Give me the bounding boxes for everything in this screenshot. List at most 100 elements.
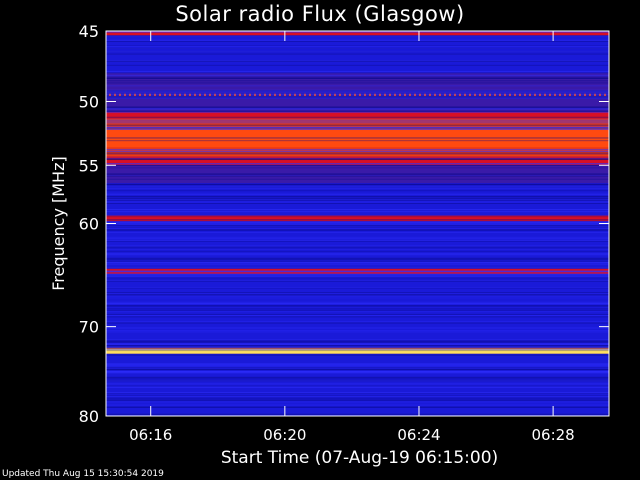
texture-line xyxy=(106,248,609,250)
texture-line xyxy=(106,302,609,304)
texture-line xyxy=(106,64,609,66)
band-dot xyxy=(189,93,191,96)
texture-line xyxy=(106,270,609,272)
texture-line xyxy=(106,227,609,229)
band-dot xyxy=(354,93,356,96)
texture-line xyxy=(106,45,609,47)
texture-line xyxy=(106,77,609,79)
band-blue xyxy=(106,35,609,73)
band-dot xyxy=(399,93,401,96)
texture-line xyxy=(106,274,609,276)
band-dot xyxy=(339,93,341,96)
band-dot xyxy=(474,93,476,96)
band-dot xyxy=(134,93,136,96)
texture-line xyxy=(106,174,609,176)
texture-line xyxy=(106,140,609,142)
texture-line xyxy=(106,309,609,311)
band-red xyxy=(106,112,609,119)
texture-line xyxy=(106,60,609,62)
band-dot xyxy=(424,93,426,96)
texture-line xyxy=(106,364,609,366)
texture-line xyxy=(106,380,609,382)
band-blue xyxy=(106,353,609,416)
texture-line xyxy=(106,162,609,164)
texture-line xyxy=(106,175,609,177)
band-blue xyxy=(106,221,609,269)
texture-line xyxy=(106,90,609,92)
band-dot xyxy=(124,93,126,96)
texture-line xyxy=(106,340,609,342)
texture-line xyxy=(106,127,609,129)
texture-line xyxy=(106,187,609,189)
band-dot xyxy=(389,93,391,96)
texture-line xyxy=(106,76,609,78)
band-dot xyxy=(414,93,416,96)
texture-line xyxy=(106,148,609,150)
band-dot xyxy=(394,93,396,96)
texture-line xyxy=(106,39,609,41)
texture-line xyxy=(106,250,609,252)
texture-line xyxy=(106,106,609,108)
band-dot xyxy=(594,93,596,96)
texture-line xyxy=(106,231,609,233)
band-dot xyxy=(469,93,471,96)
texture-line xyxy=(106,164,609,166)
band-dot xyxy=(264,93,266,96)
y-tick-label: 80 xyxy=(79,407,99,426)
texture-line xyxy=(106,345,609,347)
texture-line xyxy=(106,303,609,305)
texture-line xyxy=(106,273,609,275)
texture-line xyxy=(106,340,609,342)
texture-line xyxy=(106,75,609,77)
texture-line xyxy=(106,271,609,273)
texture-line xyxy=(106,107,609,109)
texture-line xyxy=(106,97,609,99)
band-dot xyxy=(509,93,511,96)
band-dot xyxy=(564,93,566,96)
texture-line xyxy=(106,77,609,79)
band-dot xyxy=(119,93,121,96)
band-dot xyxy=(579,93,581,96)
texture-line xyxy=(106,383,609,385)
texture-line xyxy=(106,414,609,416)
texture-line xyxy=(106,110,609,112)
texture-line xyxy=(106,392,609,394)
texture-line xyxy=(106,245,609,247)
band-dot xyxy=(534,93,536,96)
band-red xyxy=(106,215,609,222)
texture-line xyxy=(106,273,609,275)
texture-line xyxy=(106,379,609,381)
texture-line xyxy=(106,305,609,307)
texture-line xyxy=(106,163,609,165)
texture-line xyxy=(106,51,609,53)
texture-line xyxy=(106,257,609,259)
texture-line xyxy=(106,346,609,348)
texture-line xyxy=(106,385,609,387)
texture-line xyxy=(106,400,609,402)
texture-line xyxy=(106,223,609,225)
y-axis-label: Frequency [MHz] xyxy=(49,156,68,290)
texture-line xyxy=(106,395,609,397)
texture-line xyxy=(106,119,609,121)
texture-line xyxy=(106,178,609,180)
band-dot xyxy=(284,93,286,96)
texture-line xyxy=(106,122,609,124)
band-dot xyxy=(209,93,211,96)
band-dot xyxy=(459,93,461,96)
texture-line xyxy=(106,386,609,388)
spectrogram-plot-area xyxy=(106,31,609,416)
texture-line xyxy=(106,190,609,192)
texture-line xyxy=(106,343,609,345)
texture-line xyxy=(106,225,609,227)
texture-line xyxy=(106,151,609,153)
texture-line xyxy=(106,152,609,154)
band-dot xyxy=(179,93,181,96)
band-dot xyxy=(574,93,576,96)
band-dot xyxy=(214,93,216,96)
band-dot xyxy=(409,93,411,96)
band-dot xyxy=(569,93,571,96)
texture-line xyxy=(106,51,609,53)
band-dot xyxy=(449,93,451,96)
texture-line xyxy=(106,31,609,33)
